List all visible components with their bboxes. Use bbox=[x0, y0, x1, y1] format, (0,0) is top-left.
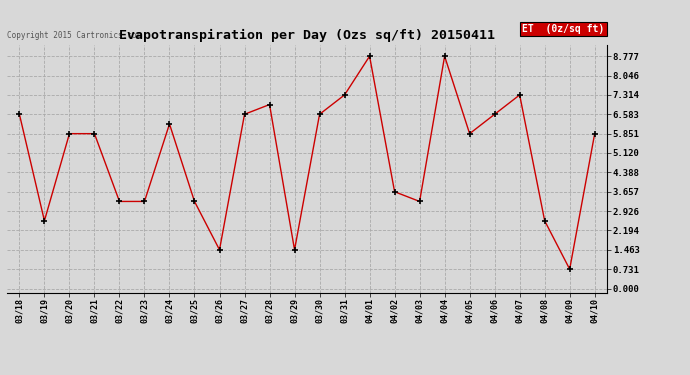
Text: Copyright 2015 Cartronics.com: Copyright 2015 Cartronics.com bbox=[7, 31, 141, 40]
Text: ET  (0z/sq ft): ET (0z/sq ft) bbox=[522, 24, 604, 34]
Title: Evapotranspiration per Day (Ozs sq/ft) 20150411: Evapotranspiration per Day (Ozs sq/ft) 2… bbox=[119, 29, 495, 42]
